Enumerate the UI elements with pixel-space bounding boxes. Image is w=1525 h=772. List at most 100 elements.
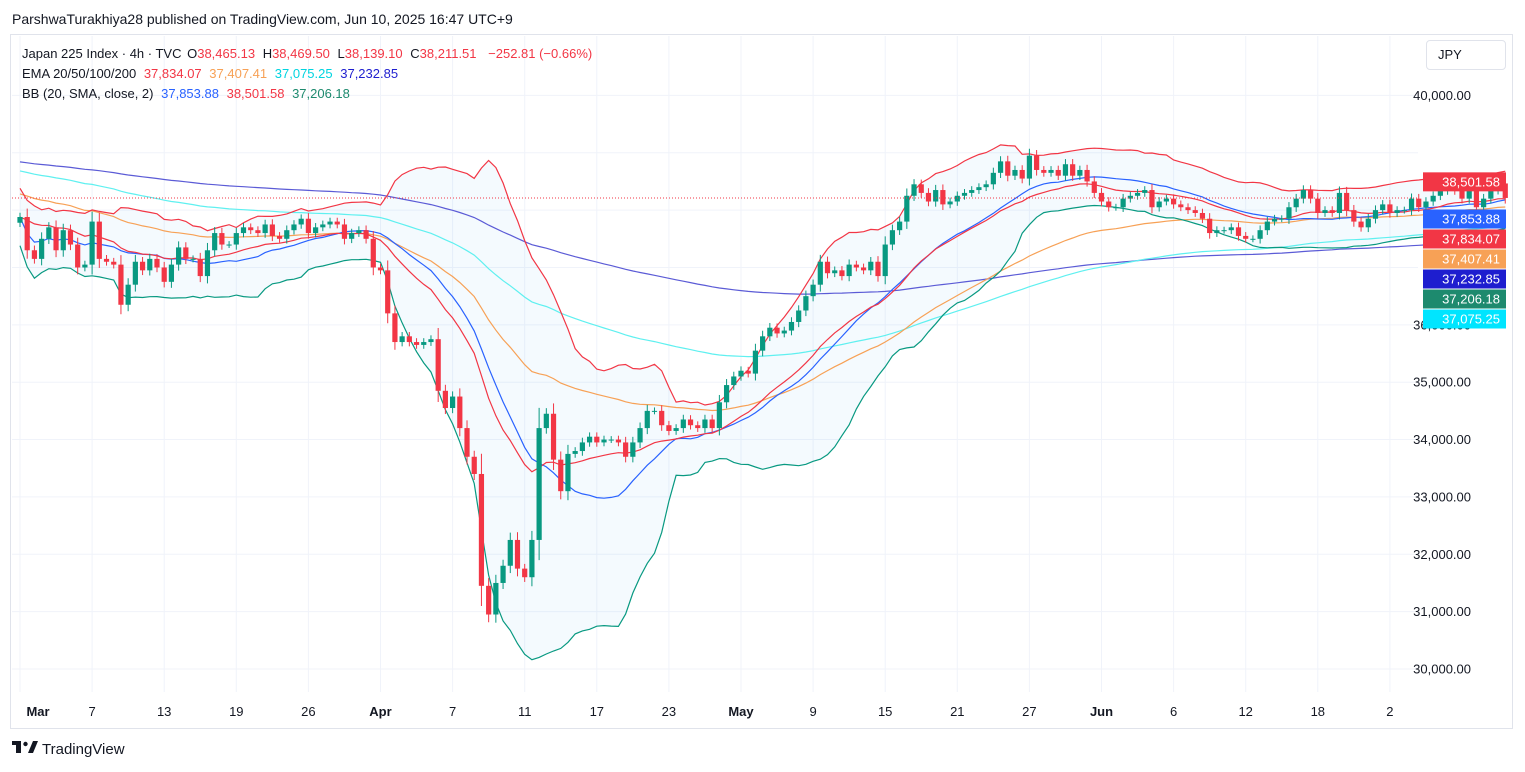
candle-body bbox=[947, 201, 953, 205]
x-tick-label: 18 bbox=[1311, 704, 1325, 719]
candle bbox=[947, 197, 953, 209]
candle-body bbox=[1070, 164, 1076, 176]
candle bbox=[666, 420, 672, 436]
candle-body bbox=[1120, 198, 1126, 208]
candle bbox=[572, 447, 578, 458]
candle-body bbox=[1077, 169, 1083, 176]
candle bbox=[882, 236, 888, 285]
candle bbox=[1214, 226, 1220, 237]
legend-bb-row[interactable]: BB (20, SMA, close, 2) 37,853.88 38,501.… bbox=[22, 84, 596, 104]
candle-body bbox=[1062, 164, 1069, 176]
candle bbox=[651, 407, 658, 415]
currency-selector[interactable]: JPY bbox=[1426, 40, 1506, 70]
candle-body bbox=[46, 227, 52, 239]
candle bbox=[1430, 191, 1436, 206]
candle-body bbox=[82, 264, 88, 268]
candle-body bbox=[305, 218, 311, 234]
candle-body bbox=[385, 270, 391, 314]
candle bbox=[1380, 200, 1386, 215]
chart-legend: Japan 225 Index · 4h · TVC O38,465.13 H3… bbox=[22, 44, 596, 104]
candle-body bbox=[1098, 192, 1105, 202]
candle bbox=[226, 241, 232, 248]
candle-body bbox=[940, 190, 946, 205]
x-tick-label: 26 bbox=[301, 704, 315, 719]
candle-body bbox=[796, 310, 802, 322]
price-tag-label: 37,075.25 bbox=[1442, 312, 1500, 327]
candle-body bbox=[824, 261, 831, 274]
candle bbox=[716, 394, 722, 436]
candle bbox=[1192, 206, 1198, 217]
candle-body bbox=[637, 428, 643, 443]
candle-body bbox=[976, 187, 982, 191]
candle bbox=[1091, 176, 1097, 199]
footer-brand[interactable]: TradingView bbox=[12, 740, 125, 758]
candle-body bbox=[248, 227, 254, 231]
candle-body bbox=[1012, 169, 1018, 176]
candle bbox=[904, 188, 910, 229]
legend-ohlc-row[interactable]: Japan 225 Index · 4h · TVC O38,465.13 H3… bbox=[22, 44, 596, 64]
candle bbox=[1178, 200, 1184, 212]
candle bbox=[738, 366, 744, 381]
chart-frame bbox=[10, 34, 1513, 729]
candle-body bbox=[118, 264, 124, 305]
bb-basis-line bbox=[19, 176, 1506, 499]
candle bbox=[536, 407, 542, 561]
candle-body bbox=[846, 264, 852, 277]
candle bbox=[1481, 193, 1487, 212]
candle-body bbox=[197, 258, 203, 277]
x-tick-label: 17 bbox=[590, 704, 604, 719]
ema20-line bbox=[19, 183, 1506, 473]
candle-body bbox=[413, 342, 420, 345]
candle-body bbox=[1300, 190, 1306, 199]
y-tick-label: 32,000.00 bbox=[1413, 547, 1471, 562]
candle-body bbox=[961, 192, 968, 196]
candle bbox=[514, 532, 521, 577]
candle-body bbox=[1221, 230, 1227, 232]
candle-body bbox=[586, 436, 593, 443]
candle-body bbox=[954, 195, 960, 202]
candle bbox=[1408, 193, 1415, 216]
price-tags: 38,501.58 37,853.88 37,834.07 37,407.41 37,2… bbox=[1423, 172, 1506, 329]
legend-low: L38,139.10 bbox=[337, 46, 403, 61]
candle-body bbox=[183, 247, 189, 259]
candle bbox=[1185, 203, 1191, 214]
candle bbox=[111, 257, 117, 269]
candle-body bbox=[579, 442, 585, 452]
y-tick-label: 31,000.00 bbox=[1413, 604, 1471, 619]
candle bbox=[60, 223, 66, 257]
candle-body bbox=[601, 439, 607, 443]
candle-body bbox=[125, 284, 131, 305]
candle-body bbox=[644, 410, 650, 429]
candle bbox=[673, 424, 679, 435]
candle bbox=[1041, 166, 1047, 177]
candle-body bbox=[572, 451, 578, 454]
candle-body bbox=[399, 336, 405, 343]
candle bbox=[543, 408, 549, 434]
legend-ema-row[interactable]: EMA 20/50/100/200 37,834.07 37,407.41 37… bbox=[22, 64, 596, 84]
candle bbox=[291, 220, 297, 235]
x-tick-label: Jun bbox=[1090, 704, 1113, 719]
x-tick-label: May bbox=[728, 704, 754, 719]
candle bbox=[1026, 148, 1032, 186]
candle bbox=[579, 437, 585, 456]
candle bbox=[1084, 164, 1090, 187]
candle-body bbox=[1293, 198, 1299, 208]
candle-body bbox=[233, 233, 239, 245]
candle bbox=[1019, 165, 1025, 184]
candle-body bbox=[716, 402, 722, 429]
candle bbox=[406, 332, 412, 347]
candle-body bbox=[1034, 155, 1040, 170]
x-tick-label: 12 bbox=[1238, 704, 1252, 719]
candle-body bbox=[875, 261, 881, 277]
candle-body bbox=[1279, 218, 1285, 220]
candle-body bbox=[608, 439, 614, 441]
candle bbox=[298, 214, 304, 229]
candle bbox=[1077, 165, 1083, 181]
candle-body bbox=[226, 244, 232, 246]
candle bbox=[558, 451, 564, 500]
candle bbox=[1055, 165, 1061, 181]
candle bbox=[1387, 199, 1393, 218]
candle-body bbox=[276, 235, 283, 239]
candle bbox=[284, 225, 290, 244]
